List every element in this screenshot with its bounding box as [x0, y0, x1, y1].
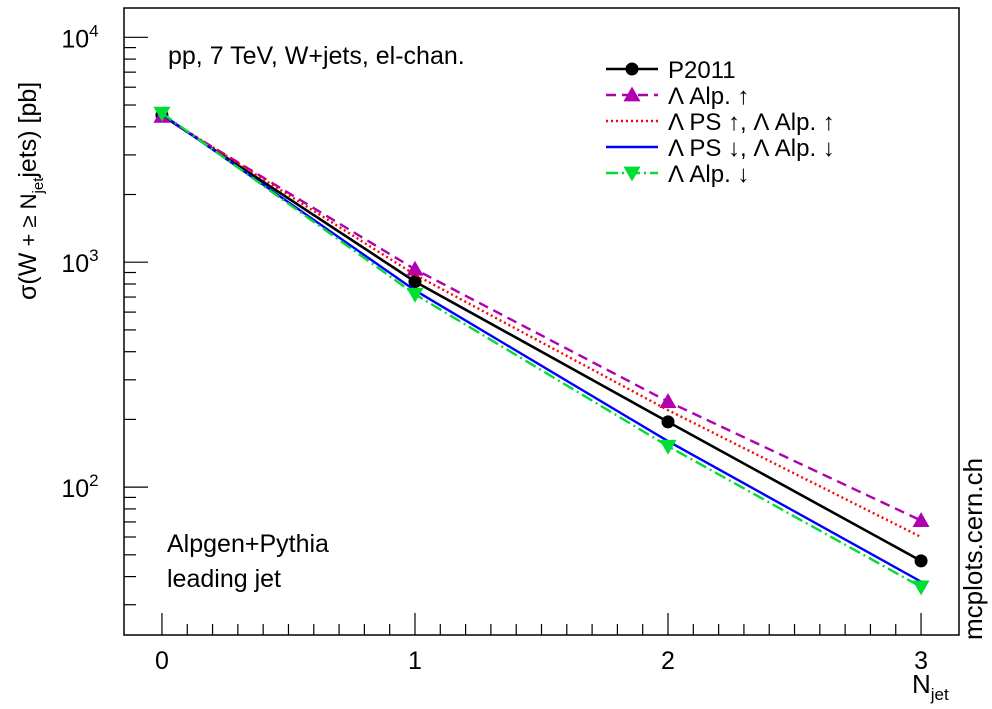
y-axis-label-b: jets) [pb] — [14, 82, 42, 179]
series-layer — [153, 106, 930, 596]
data-point — [408, 275, 422, 289]
legend-marker — [625, 62, 639, 76]
data-point — [661, 415, 675, 429]
y-tick-label: 103 — [61, 246, 98, 278]
x-tick-label: 1 — [408, 647, 422, 675]
series-line — [161, 115, 922, 522]
legend-label: Λ PS ↑, Λ Alp. ↑ — [668, 109, 835, 136]
data-point — [912, 512, 930, 527]
x-tick-label: 0 — [155, 647, 169, 675]
series-line — [161, 114, 922, 562]
y-axis-label-mid: + ≥ N — [16, 193, 41, 252]
legend-label: Λ Alp. ↑ — [668, 83, 749, 110]
legend-label: Λ Alp. ↓ — [668, 161, 749, 188]
x-tick-label: 3 — [914, 647, 928, 675]
data-point — [406, 287, 424, 303]
data-point — [406, 260, 424, 276]
y-axis-label-a: σ(W — [14, 252, 42, 300]
data-point — [914, 554, 928, 568]
annotation-top-left: pp, 7 TeV, W+jets, el-chan. — [168, 42, 465, 70]
tick-labels: 0 1 2 3 102 103 104 — [61, 21, 928, 675]
x-axis-label-sub: jet — [930, 685, 949, 704]
y-tick-label: 104 — [61, 21, 98, 53]
legend-label: Λ PS ↓, Λ Alp. ↓ — [668, 135, 835, 162]
series-line — [161, 114, 922, 539]
series-0 — [155, 108, 928, 568]
series-4 — [153, 106, 930, 596]
series-2 — [161, 114, 922, 539]
legend-marker — [623, 86, 641, 102]
series-line — [161, 112, 922, 588]
x-tick-label: 2 — [661, 647, 675, 675]
plot-frame — [123, 7, 960, 636]
legend-label: P2011 — [668, 57, 736, 84]
x-axis-label-main: N — [912, 669, 931, 699]
annotation-generator: Alpgen+Pythia — [167, 530, 329, 558]
axis-ticks — [124, 36, 922, 635]
data-point — [659, 393, 677, 408]
data-point — [912, 580, 930, 596]
data-point — [153, 106, 171, 122]
y-axis-label-sub: jet — [30, 177, 47, 195]
y-tick-label: 102 — [61, 471, 98, 503]
legend-marker — [623, 166, 641, 182]
series-1 — [153, 107, 930, 527]
x-axis-label: Njet — [912, 669, 949, 704]
y-axis-label: σ(W + ≥ Njetjets) [pb] — [14, 82, 47, 300]
data-point — [659, 439, 677, 455]
watermark: mcplots.cern.ch — [958, 458, 988, 640]
annotation-observable: leading jet — [167, 565, 281, 593]
